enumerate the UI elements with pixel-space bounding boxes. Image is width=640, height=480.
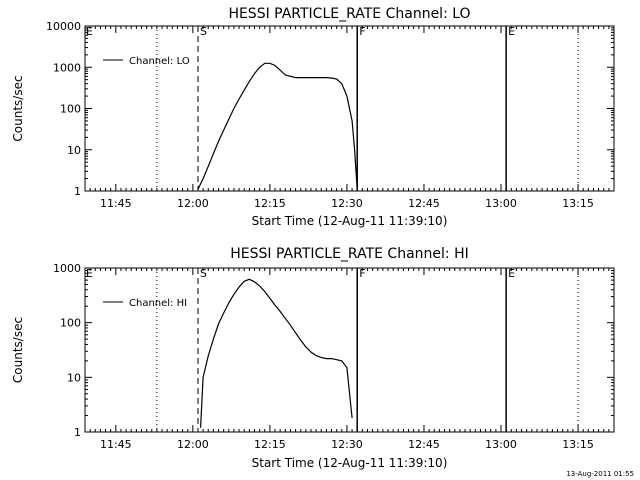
x-tick-label: 11:45 [100, 438, 132, 451]
chart-panel-1: HESSI PARTICLE_RATE Channel: LO 1 10 100 100… [11, 6, 615, 228]
y-axis-label: Counts/sec [11, 317, 25, 383]
series-line [197, 62, 358, 190]
event-marker-label: E [508, 25, 515, 38]
y-tick-label: 1 [74, 185, 81, 198]
x-tick-label: 12:15 [254, 197, 286, 210]
y-tick-label: 100 [60, 317, 81, 330]
event-marker-label: F [359, 267, 365, 280]
event-marker-label: S [200, 267, 207, 280]
x-tick-label: 11:45 [100, 197, 132, 210]
y-tick-label: 1000 [53, 262, 81, 275]
x-tick-label: 13:00 [485, 438, 517, 451]
event-marker-label: E [86, 267, 93, 280]
x-tick-label: 13:15 [562, 438, 594, 451]
y-tick-label: 100 [60, 103, 81, 116]
x-tick-label: 13:00 [485, 197, 517, 210]
chart-title: HESSI PARTICLE_RATE Channel: HI [230, 246, 468, 262]
x-tick-label: 12:30 [331, 197, 363, 210]
x-tick-label: 12:45 [408, 197, 440, 210]
event-marker-label: E [508, 267, 515, 280]
legend-label: Channel: LO [129, 56, 190, 67]
series-line [200, 278, 353, 428]
y-tick-label: 10 [67, 144, 81, 157]
y-tick-label: 10 [67, 371, 81, 384]
legend-label: Channel: HI [129, 298, 187, 309]
x-tick-label: 12:45 [408, 438, 440, 451]
footer-timestamp: 13-Aug-2011 01:55 [566, 470, 634, 478]
chart-panel-2: HESSI PARTICLE_RATE Channel: HI 1 10 100 100… [11, 246, 615, 470]
y-tick-label: 10000 [46, 20, 81, 33]
y-axis-label: Counts/sec [11, 75, 25, 141]
x-tick-label: 12:00 [177, 197, 209, 210]
event-marker-label: E [86, 25, 93, 38]
x-axis-label: Start Time (12-Aug-11 11:39:10) [252, 456, 448, 470]
y-tick-label: 1000 [53, 61, 81, 74]
y-tick-label: 1 [74, 426, 81, 439]
x-tick-label: 12:15 [254, 438, 286, 451]
event-marker-label: F [359, 25, 365, 38]
x-axis-label: Start Time (12-Aug-11 11:39:10) [252, 214, 448, 228]
x-tick-label: 13:15 [562, 197, 594, 210]
chart-title: HESSI PARTICLE_RATE Channel: LO [228, 6, 470, 22]
x-tick-label: 12:30 [331, 438, 363, 451]
x-tick-label: 12:00 [177, 438, 209, 451]
event-marker-label: S [200, 25, 207, 38]
plot-frame [84, 267, 615, 433]
